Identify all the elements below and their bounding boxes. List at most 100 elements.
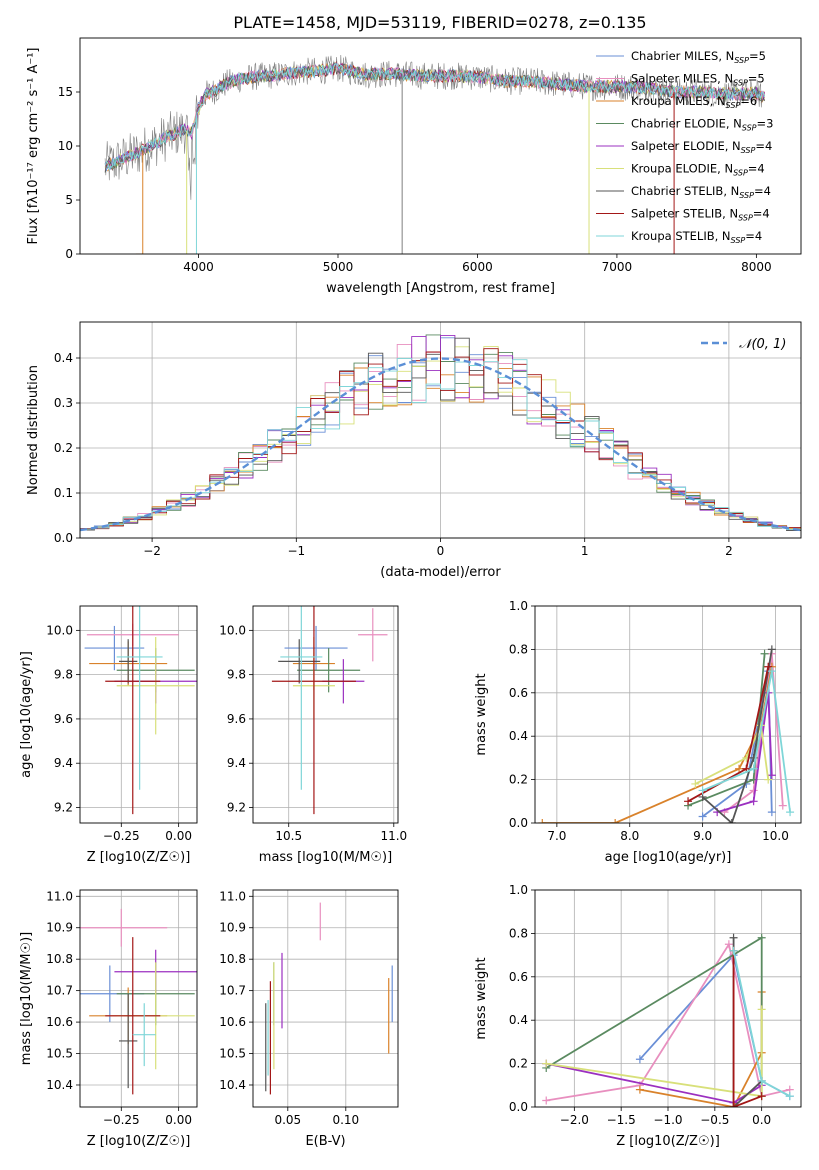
weight-marker-kroupa-elodie — [542, 1059, 551, 1068]
model-line-chabrier-elodie — [104, 63, 766, 173]
weight-line-kroupa-elodie — [546, 1009, 763, 1098]
x-tick-label: 6000 — [462, 260, 493, 274]
y-tick-label: 9.8 — [54, 668, 73, 682]
y-tick-label: 0.4 — [54, 351, 73, 365]
y-tick-label: 11.0 — [46, 889, 73, 903]
x-tick-label: 2 — [725, 544, 733, 558]
x-tick-label: −0.5 — [700, 1113, 729, 1127]
x-tick-label: 4000 — [183, 260, 214, 274]
panel-age-vs-mass: 10.5 11.0 9.2 9.4 9.6 9.8 10.0 mass [log10(M/M☉… — [219, 605, 407, 865]
y-tick-label: 5 — [65, 193, 73, 207]
axes-frame — [79, 321, 802, 539]
legend-entry: Chabrier MILES, NSSP=5 — [631, 49, 766, 65]
weight-marker-chabrier-stelib — [767, 645, 776, 654]
y-tick-label: 10.9 — [46, 921, 73, 935]
x-tick-label: 0.00 — [165, 1113, 192, 1127]
weight-marker-salpeter-stelib — [764, 662, 773, 671]
y-tick-label: 0.0 — [54, 531, 73, 545]
weight-marker-chabrier-miles — [767, 808, 776, 817]
y-tick-label: 10.0 — [219, 623, 246, 637]
y-tick-label: 0.2 — [54, 441, 73, 455]
y-tick-label: 0.6 — [509, 970, 528, 984]
weight-marker-kroupa-stelib — [767, 667, 776, 676]
axes-frame — [534, 605, 802, 824]
y-tick-label: 9.8 — [227, 668, 246, 682]
x-axis-label: Z [log10(Z/Z☉)] — [87, 850, 191, 865]
y-tick-label: 0.2 — [509, 1057, 528, 1071]
y-tick-label: 9.6 — [54, 712, 73, 726]
legend-entry: Salpeter MILES, NSSP=5 — [631, 72, 765, 88]
panel-mass-weight-vs-age: 7.0 8.0 9.0 10.0 0.0 0.2 0.4 0.6 0.8 1.0 age [log1… — [474, 599, 802, 865]
weight-marker-chabrier-elodie — [760, 649, 769, 658]
x-tick-label: 0.10 — [332, 1113, 359, 1127]
y-tick-label: 0.8 — [509, 926, 528, 940]
weight-marker-kroupa-stelib — [749, 764, 758, 773]
weight-marker-chabrier-stelib — [727, 819, 736, 823]
plot-area — [538, 645, 795, 823]
legend-entry: Chabrier ELODIE, NSSP=3 — [631, 117, 773, 133]
weight-line-kroupa-miles — [542, 666, 773, 823]
panel-mass-vs-EBV: 0.05 0.10 10.4 10.5 10.6 10.7 10.8 10.9 11.0 E(B-… — [219, 889, 399, 1149]
y-tick-label: 10.6 — [46, 1015, 73, 1029]
x-axis-label: E(B-V) — [305, 1134, 345, 1149]
panel-spectrum: 4000 5000 6000 7000 8000 0 5 10 15 wavelength [An… — [26, 37, 802, 296]
weight-marker-kroupa-elodie — [691, 779, 700, 788]
weight-marker-chabrier-elodie — [757, 933, 766, 942]
x-tick-label: 11.0 — [380, 829, 407, 843]
y-tick-label: 10.4 — [46, 1078, 73, 1092]
y-tick-label: 0.0 — [509, 816, 528, 830]
x-tick-label: 7.0 — [547, 829, 566, 843]
x-axis-label: mass [log10(M/M☉)] — [259, 850, 392, 865]
y-tick-label: 0.2 — [509, 773, 528, 787]
weight-marker-salpeter-stelib — [757, 1092, 766, 1101]
x-axis-label: Z [log10(Z/Z☉)] — [616, 1134, 720, 1149]
x-tick-label: 7000 — [602, 260, 633, 274]
weight-marker-kroupa-stelib — [757, 1076, 766, 1085]
y-axis-label: Flux [fλ10⁻¹⁷ erg cm⁻² s⁻¹ A⁻¹] — [26, 48, 41, 245]
model-line-chabrier-stelib — [104, 61, 766, 173]
y-axis-label: Normed distribution — [26, 365, 41, 495]
weight-marker-kroupa-elodie — [757, 1005, 766, 1014]
weight-line-kroupa-stelib — [702, 670, 791, 813]
x-tick-label: 8.0 — [620, 829, 639, 843]
x-tick-label: 0.00 — [165, 829, 192, 843]
normal-curve-line — [80, 357, 801, 532]
y-tick-label: 10.7 — [219, 984, 246, 998]
plot-area — [542, 933, 794, 1107]
weight-marker-kroupa-stelib — [698, 786, 707, 795]
weight-line-chabrier-elodie — [545, 936, 763, 1097]
x-axis-label: wavelength [Angstrom, rest frame] — [326, 281, 555, 296]
weight-line-kroupa-elodie — [694, 722, 770, 785]
weight-marker-chabrier-miles — [698, 812, 707, 821]
axes-frame — [79, 605, 198, 824]
legend-entry: Kroupa MILES, NSSP=6 — [631, 94, 757, 110]
y-tick-label: 10.5 — [219, 1047, 246, 1061]
x-tick-label: −1.5 — [607, 1113, 636, 1127]
weight-marker-kroupa-elodie — [764, 775, 773, 784]
axes-frame — [252, 605, 399, 824]
weight-line-salpeter-elodie — [716, 692, 773, 813]
x-tick-label: 10.5 — [275, 829, 302, 843]
x-axis-label: (data-model)/error — [380, 565, 501, 580]
y-tick-label: 10.7 — [46, 984, 73, 998]
x-tick-label: −1 — [287, 544, 305, 558]
model-line-kroupa-stelib — [104, 63, 766, 172]
plot-area — [84, 606, 197, 815]
x-tick-label: 5000 — [323, 260, 354, 274]
y-tick-label: 1.0 — [509, 599, 528, 613]
weight-line-salpeter-stelib — [732, 950, 763, 1107]
x-tick-label: −2.0 — [560, 1113, 589, 1127]
plot-area — [104, 54, 766, 254]
legend-entry: 𝒩(0, 1) — [739, 337, 786, 352]
x-tick-label: −0.25 — [103, 829, 140, 843]
weight-marker-chabrier-stelib — [729, 933, 738, 942]
weight-marker-salpeter-elodie — [767, 771, 776, 780]
weight-marker-kroupa-stelib — [785, 1092, 794, 1101]
y-tick-label: 9.4 — [227, 756, 246, 770]
plot-area — [80, 334, 801, 538]
y-tick-label: 0.4 — [509, 1013, 528, 1027]
x-tick-label: −1.0 — [653, 1113, 682, 1127]
plot-area — [271, 606, 388, 815]
weight-marker-salpeter-stelib — [729, 1103, 738, 1107]
